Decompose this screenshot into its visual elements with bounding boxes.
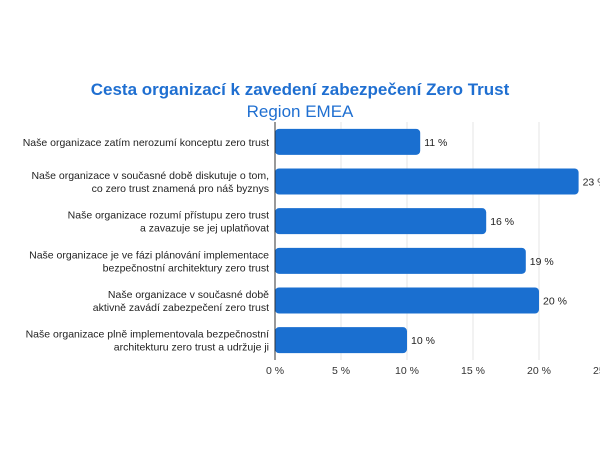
bar-value-label: 16 % <box>490 216 514 228</box>
category-label: Naše organizace zatím nerozumí konceptu … <box>23 137 269 149</box>
bar-value-label: 19 % <box>530 256 554 268</box>
bar <box>275 168 579 195</box>
bars <box>275 128 579 354</box>
x-tick-label: 25 % <box>593 365 600 377</box>
grid <box>340 122 540 360</box>
category-labels: Naše organizace zatím nerozumí konceptu … <box>23 137 269 354</box>
category-label: Naše organizace plně implementovala bezp… <box>26 329 269 341</box>
bar <box>275 287 539 314</box>
x-axis-ticks: 0 % 5 % 10 % 15 % 20 % 25 % <box>266 365 600 377</box>
x-tick-label: 20 % <box>527 365 551 377</box>
bar-value-label: 23 % <box>583 177 600 189</box>
category-label: aktivně zavádí zabezpečení zero trust <box>93 302 269 314</box>
category-label: Naše organizace je ve fázi plánování imp… <box>29 249 269 261</box>
chart-subtitle: Region EMEA <box>247 102 354 121</box>
category-label: bezpečnostní architektury zero trust <box>103 262 269 274</box>
category-label: Naše organizace v současné době <box>108 289 269 301</box>
x-tick-label: 10 % <box>395 365 419 377</box>
bar <box>275 327 407 354</box>
x-tick-label: 0 % <box>266 365 284 377</box>
bar-value-label: 20 % <box>543 296 567 308</box>
bar <box>275 128 421 155</box>
x-tick-label: 5 % <box>332 365 350 377</box>
category-label: architekturu zero trust a udržuje ji <box>114 342 269 354</box>
x-tick-label: 15 % <box>461 365 485 377</box>
category-label: co zero trust znamená pro náš byznys <box>92 183 269 195</box>
value-labels: 11 % 23 % 16 % 19 % 20 % 10 % <box>411 137 600 347</box>
chart-title: Cesta organizací k zavedení zabezpečení … <box>91 80 510 99</box>
bar-value-label: 11 % <box>424 137 447 149</box>
category-label: Naše organizace rozumí přístupu zero tru… <box>68 210 269 222</box>
bar <box>275 247 526 274</box>
category-label: a zavazuje se jej uplatňovat <box>140 223 269 235</box>
bar <box>275 208 487 235</box>
bar-value-label: 10 % <box>411 335 435 347</box>
category-label: Naše organizace v současné době diskutuj… <box>31 170 269 182</box>
